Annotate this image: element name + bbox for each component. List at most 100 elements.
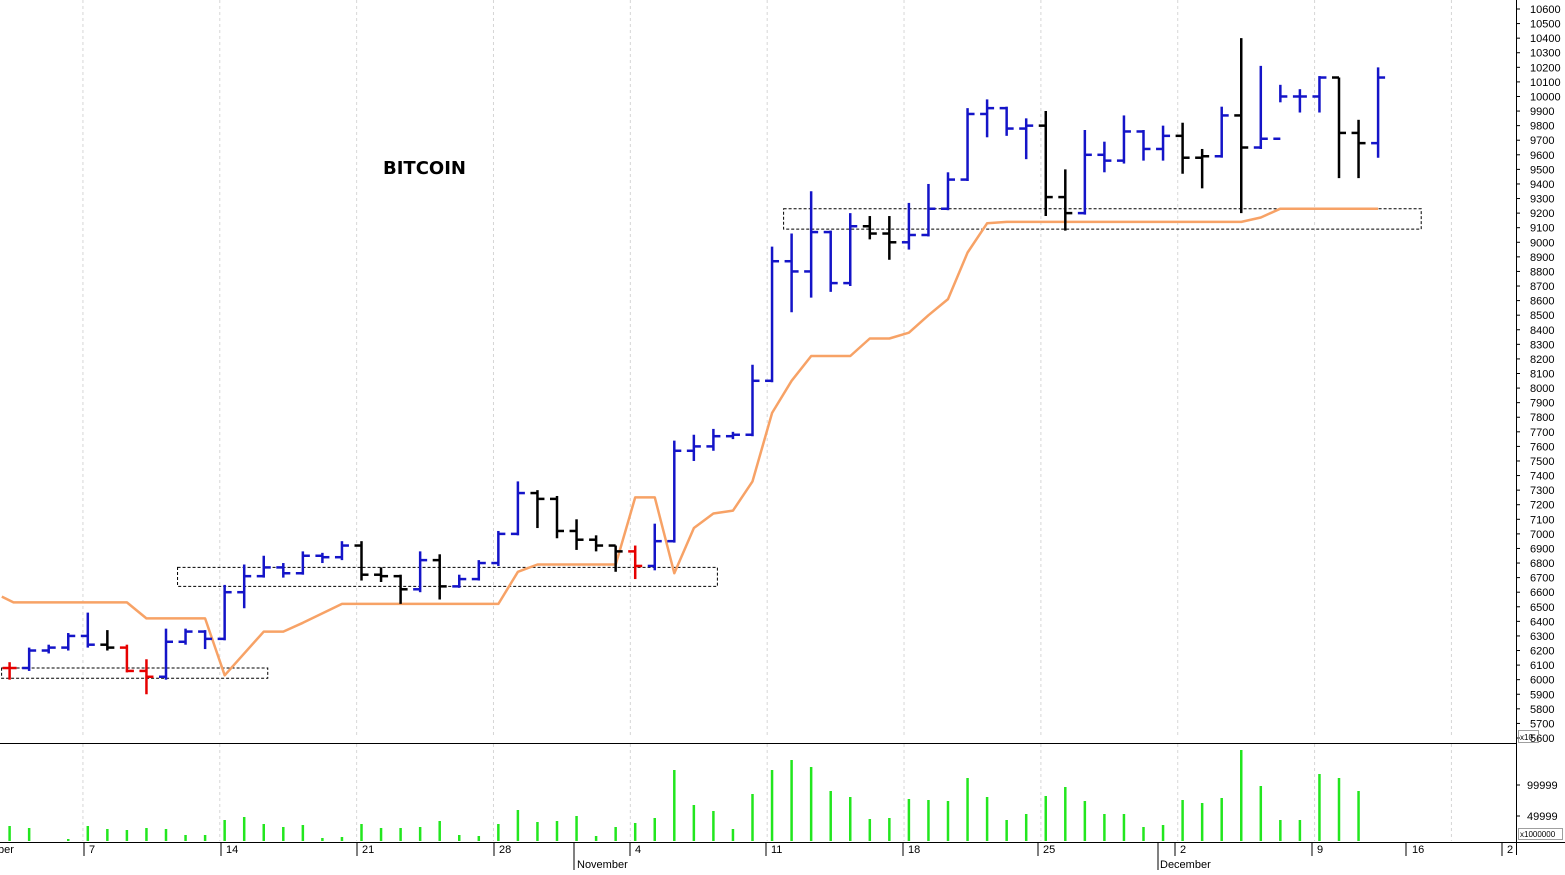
ohlc-bar xyxy=(1058,169,1073,231)
ohlc-bar xyxy=(432,554,447,600)
ohlc-bar xyxy=(804,191,819,298)
ohlc-bar xyxy=(374,567,389,582)
price-tick-label: 10600 xyxy=(1530,4,1561,16)
price-tick-label: 8000 xyxy=(1530,383,1554,395)
ohlc-bar xyxy=(1077,130,1092,215)
ohlc-bar xyxy=(941,172,955,211)
ohlc-bar xyxy=(784,233,799,313)
price-tick-label: 9700 xyxy=(1530,135,1554,147)
price-tick-label: 6900 xyxy=(1530,543,1554,555)
date-label: 21 xyxy=(362,844,374,856)
ohlc-bar xyxy=(61,633,76,651)
ohlc-bar xyxy=(80,612,95,648)
ohlc-bar xyxy=(921,183,936,237)
date-label: 2 xyxy=(1180,844,1186,856)
price-tick-label: 10100 xyxy=(1530,77,1561,89)
price-tick-label: 8300 xyxy=(1530,339,1554,351)
ohlc-bar xyxy=(745,364,760,437)
date-label: 25 xyxy=(1043,844,1055,856)
ohlc-bar xyxy=(1156,125,1171,161)
date-label: December xyxy=(1160,859,1211,870)
ohlc-bar xyxy=(1116,115,1131,164)
ohlc-bar xyxy=(471,560,486,581)
price-tick-label: 8200 xyxy=(1530,354,1554,366)
ohlc-bar xyxy=(882,216,897,260)
price-tick-label: 9400 xyxy=(1530,179,1554,191)
ohlc-bar xyxy=(1312,76,1327,113)
price-tick-label: 10000 xyxy=(1530,91,1561,103)
price-tick-label: 6500 xyxy=(1530,602,1554,614)
ohlc-bar xyxy=(1253,65,1268,149)
ohlc-bar xyxy=(686,434,701,461)
volume-bars xyxy=(8,750,1360,841)
ohlc-bar xyxy=(1038,111,1053,217)
price-tick-label: 9900 xyxy=(1530,106,1554,118)
date-label: 9 xyxy=(1317,844,1323,856)
volume-tick-label: 49999 xyxy=(1527,811,1558,823)
date-label: 4 xyxy=(635,844,641,856)
ohlc-bar xyxy=(843,213,858,287)
chart-frame xyxy=(0,0,1565,855)
trailing-stop-line xyxy=(1,207,1379,677)
price-tick-label: 10300 xyxy=(1530,48,1561,60)
ohlc-bar xyxy=(139,659,154,695)
ohlc-bar xyxy=(999,106,1014,136)
date-label: 28 xyxy=(499,844,511,856)
price-tick-label: 7700 xyxy=(1530,427,1554,439)
ohlc-bar xyxy=(276,563,291,578)
price-tick-label: 5700 xyxy=(1530,718,1554,730)
ohlc-bar xyxy=(1136,130,1151,161)
date-label: 18 xyxy=(908,844,920,856)
ohlc-bar xyxy=(1332,76,1346,179)
ohlc-bar xyxy=(198,630,213,650)
ohlc-bar xyxy=(315,552,330,564)
ohlc-bar xyxy=(1273,84,1288,141)
ohlc-bar xyxy=(334,541,349,561)
date-label: 7 xyxy=(89,844,95,856)
price-tick-label: 9200 xyxy=(1530,208,1554,220)
ohlc-bar xyxy=(217,584,232,641)
price-tick-label: 10400 xyxy=(1530,33,1561,45)
ohlc-bar xyxy=(354,541,369,581)
ohlc-bar xyxy=(862,216,877,240)
ohlc-bar xyxy=(1019,118,1034,160)
trailing-stop xyxy=(1,207,1379,677)
price-tick-label: 7500 xyxy=(1530,456,1554,468)
price-tick-label: 9500 xyxy=(1530,164,1554,176)
ohlc-bar xyxy=(901,202,916,250)
price-tick-label: 5800 xyxy=(1530,704,1554,716)
price-tick-label: 8900 xyxy=(1530,252,1554,264)
ohlc-bar xyxy=(100,630,115,651)
price-axis: 10600 10500 10400 10300 10200 10100 10000 9900 9… xyxy=(1516,4,1561,745)
price-tick-label: 7100 xyxy=(1530,514,1554,526)
ohlc-bar xyxy=(530,490,545,529)
chart-title: BITCOIN xyxy=(383,158,466,179)
ohlc-bar xyxy=(960,108,975,182)
price-tick-label: 7200 xyxy=(1530,500,1554,512)
price-tick-label: 6700 xyxy=(1530,573,1554,585)
ohlc-bar xyxy=(1175,122,1190,174)
support-zone xyxy=(783,208,1422,230)
price-tick-label: 7900 xyxy=(1530,398,1554,410)
date-axis: ber 7 14 21 28 November 4 11 18 25 December 2 9 16 2 xyxy=(0,843,1513,871)
price-tick-label: 8700 xyxy=(1530,281,1554,293)
support-zone xyxy=(1,667,269,679)
price-tick-label: 8800 xyxy=(1530,266,1554,278)
price-tick-label: 6600 xyxy=(1530,587,1554,599)
ohlc-bar xyxy=(667,440,682,543)
price-tick-label: 6400 xyxy=(1530,616,1554,628)
date-label: 16 xyxy=(1412,844,1424,856)
ohlc-bar xyxy=(510,481,525,536)
price-tick-label: 6000 xyxy=(1530,675,1554,687)
price-tick-label: 10200 xyxy=(1530,62,1561,74)
ohlc-bar xyxy=(256,555,271,578)
ohlc-bar xyxy=(452,574,467,588)
date-label: 14 xyxy=(226,844,238,856)
price-tick-label: 9000 xyxy=(1530,237,1554,249)
ohlc-bar xyxy=(413,551,428,593)
ohlc-bar xyxy=(178,628,193,645)
ohlc-bar xyxy=(295,551,310,575)
date-label: 2 xyxy=(1507,844,1513,856)
ohlc-bar xyxy=(1195,148,1210,189)
